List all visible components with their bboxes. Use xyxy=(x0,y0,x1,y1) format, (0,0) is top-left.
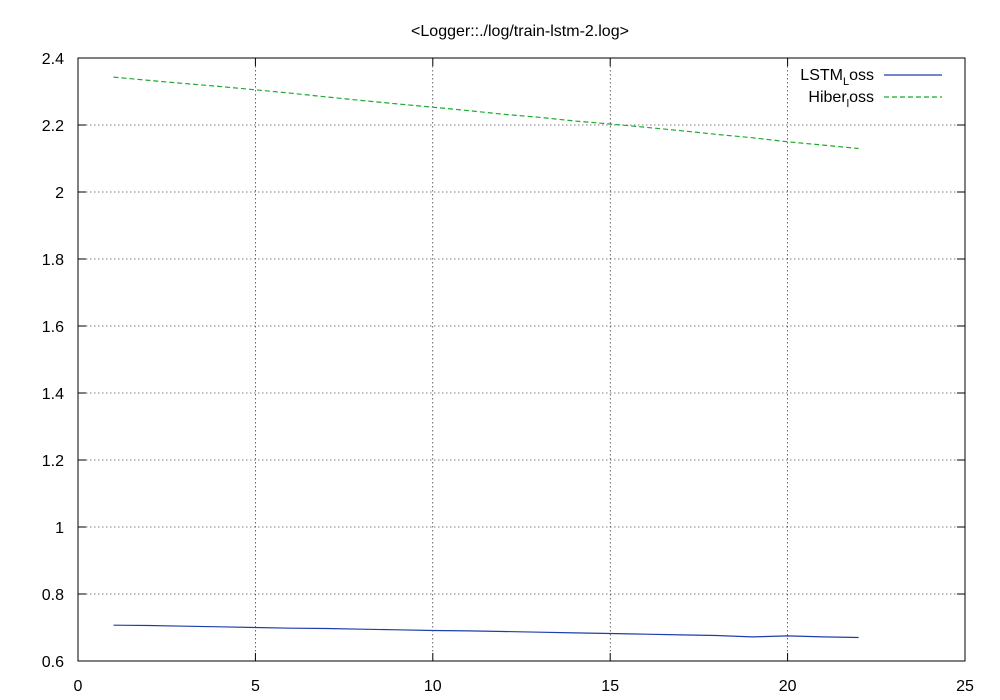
axis-ticks: 0 5 10 15 20 25 0.6 0.8 1 1.2 1.4 1.6 1.8 2 2.2 2.4 xyxy=(42,51,974,695)
y-tick-label: 1.2 xyxy=(42,453,64,470)
legend-label-hiber: Hiberloss xyxy=(808,89,874,110)
series-line-hiber xyxy=(113,76,859,150)
legend-label-lstm: LSTMLoss xyxy=(800,67,874,88)
y-tick-label: 1.4 xyxy=(42,386,64,403)
y-tick-label: 2 xyxy=(55,185,64,202)
x-tick-label: 20 xyxy=(779,678,797,695)
y-tick-label: 1.8 xyxy=(42,252,64,269)
x-tick-label: 0 xyxy=(74,678,83,695)
y-tick-label: 1.6 xyxy=(42,319,64,336)
y-tick-label: 0.6 xyxy=(42,654,64,671)
x-tick-label: 10 xyxy=(424,678,442,695)
y-tick-label: 0.8 xyxy=(42,587,64,604)
grid xyxy=(78,58,965,661)
series-line-lstm xyxy=(113,624,859,639)
x-tick-label: 25 xyxy=(956,678,974,695)
plot-frame xyxy=(77,57,966,662)
x-tick-label: 5 xyxy=(251,678,260,695)
y-tick-label: 2.4 xyxy=(42,51,64,68)
x-tick-label: 15 xyxy=(601,678,619,695)
y-tick-label: 2.2 xyxy=(42,118,64,135)
y-tick-label: 1 xyxy=(55,520,64,537)
series-group xyxy=(113,76,859,639)
chart-title: <Logger::./log/train-lstm-2.log> xyxy=(411,23,629,40)
